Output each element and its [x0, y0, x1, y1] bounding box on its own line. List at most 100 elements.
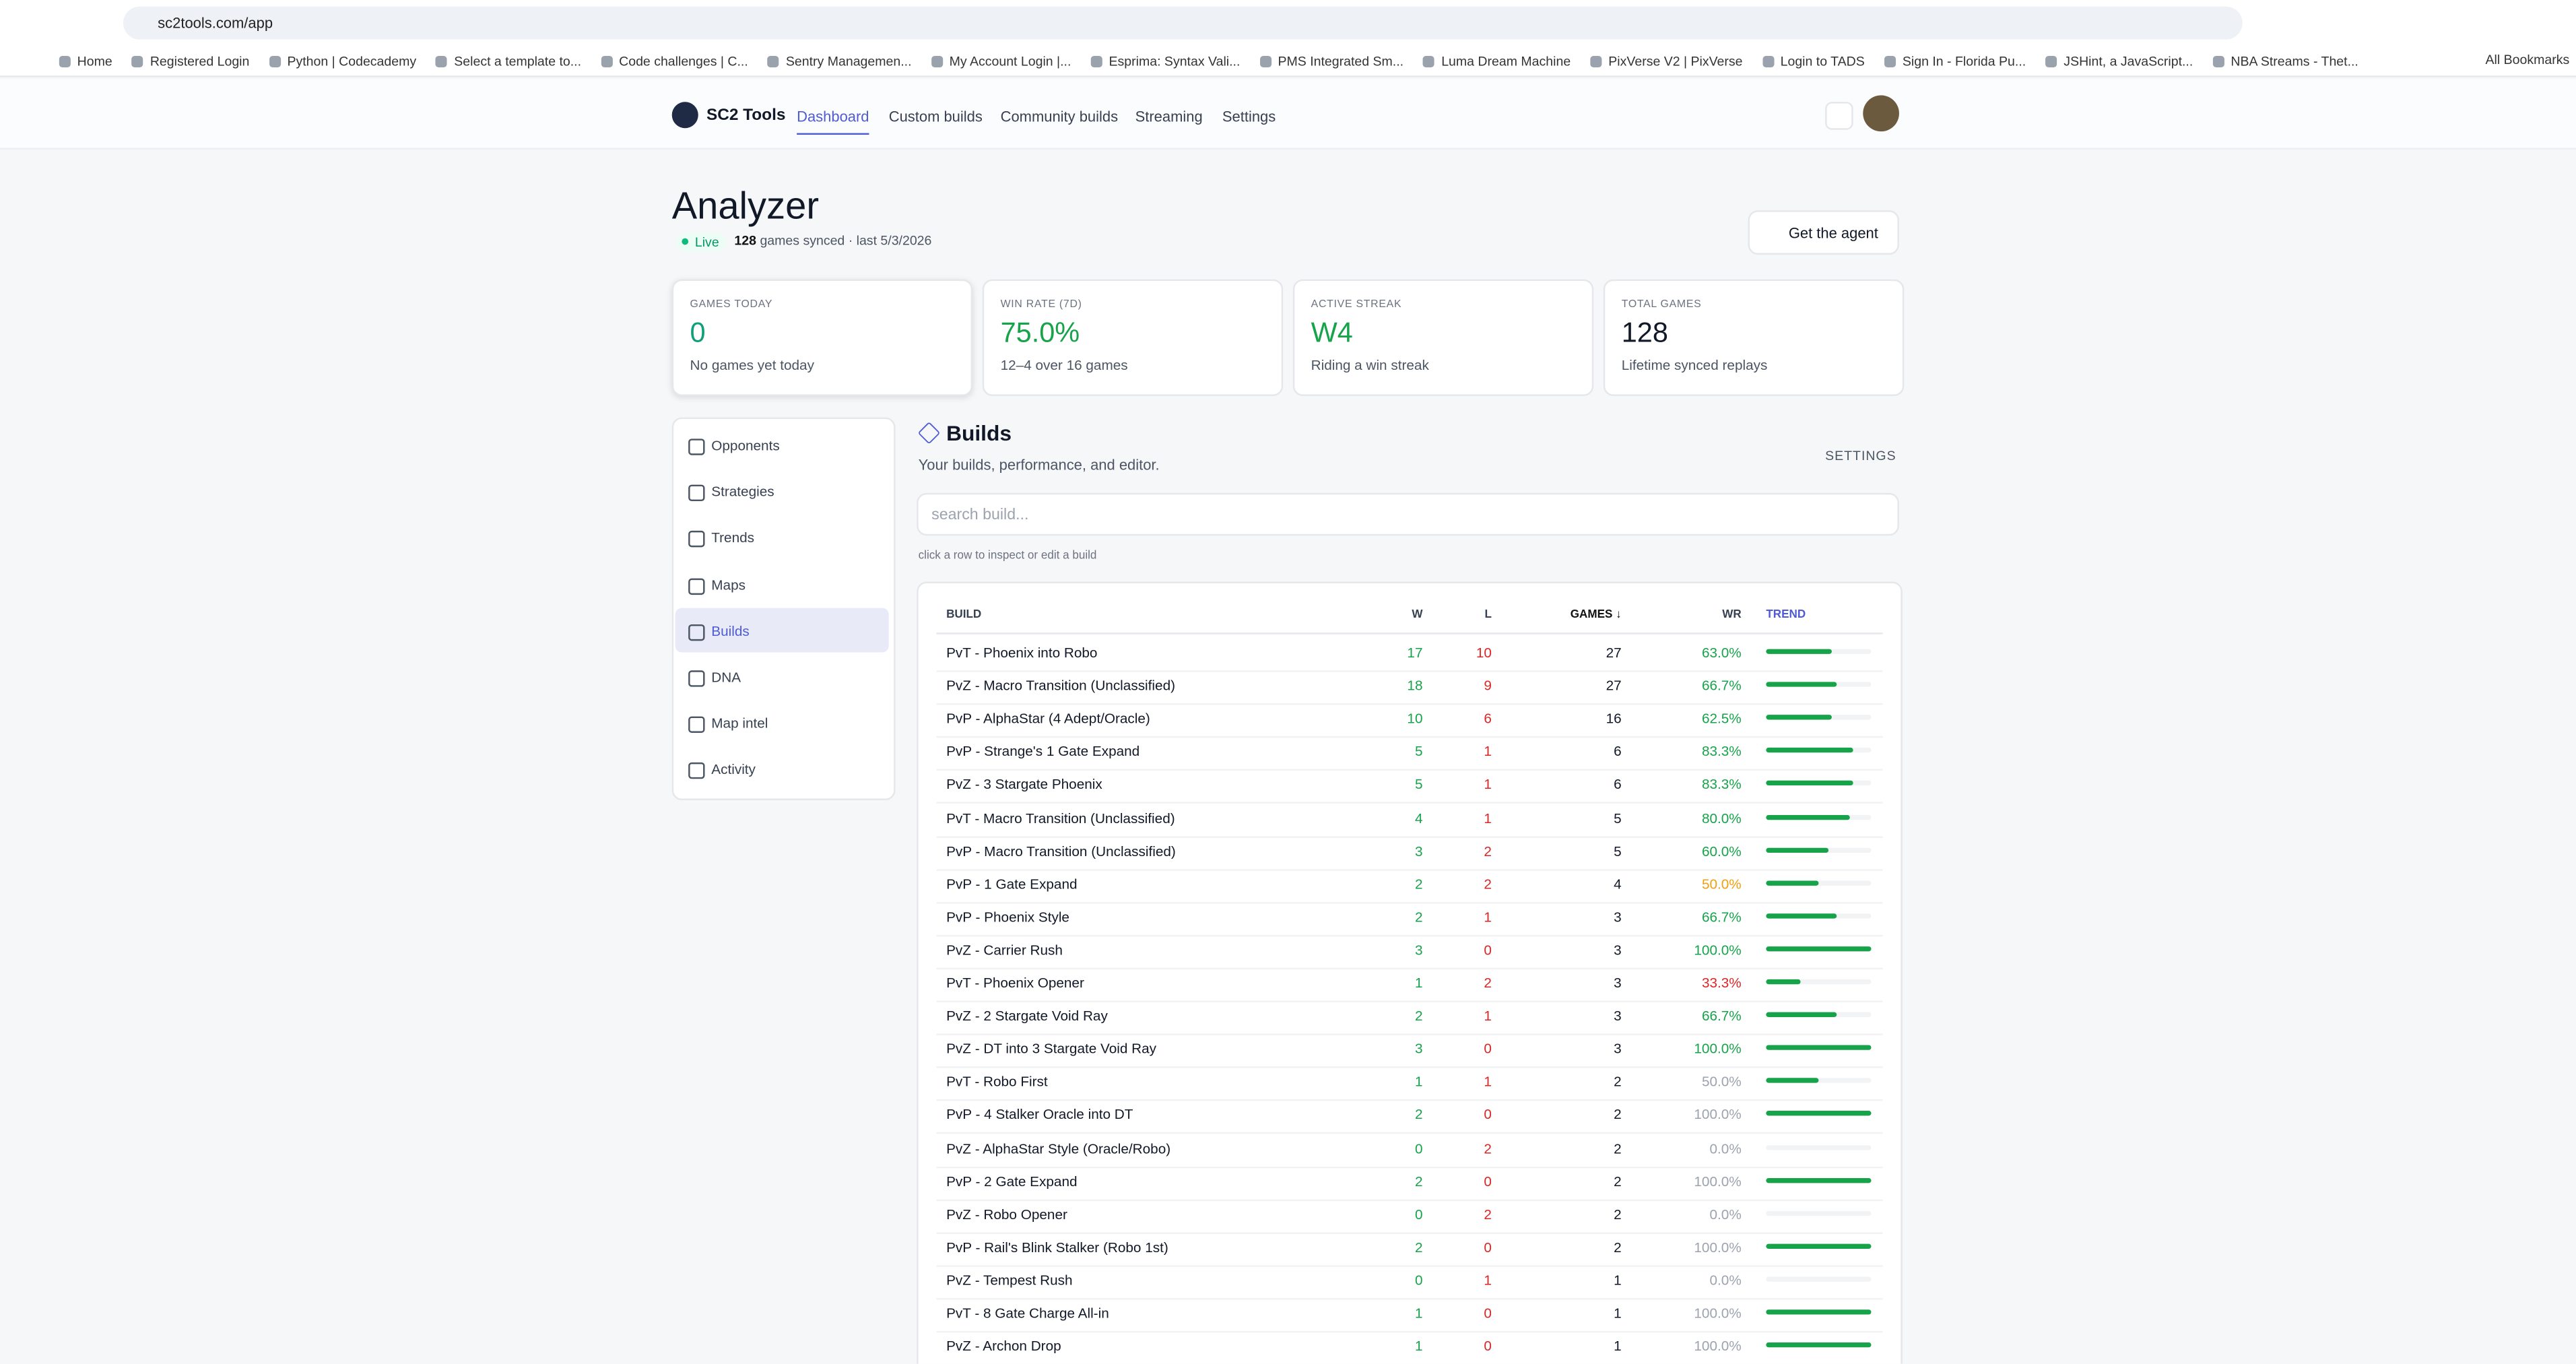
settings-link[interactable]: SETTINGS [1825, 448, 1896, 463]
row[interactable] [936, 803, 1883, 837]
sidebar-item[interactable]: DNA [711, 668, 741, 686]
build-name: PvT - Phoenix Opener [946, 974, 1084, 991]
bookmark[interactable]: PMS Integrated Sm... [1260, 53, 1404, 68]
sidebar-item[interactable]: Maps [711, 576, 746, 593]
row[interactable] [936, 1001, 1883, 1036]
bookmark[interactable]: Select a template to... [436, 53, 581, 68]
nav-tab[interactable]: Settings [1222, 108, 1276, 125]
sidebar-item[interactable]: Activity [711, 761, 756, 778]
row[interactable] [936, 1265, 1883, 1300]
row[interactable] [936, 1166, 1883, 1201]
avatar[interactable] [1863, 95, 1899, 132]
row[interactable] [936, 1133, 1883, 1168]
bookmark[interactable]: Home [59, 53, 112, 68]
bookmark[interactable]: Sign In - Florida Pu... [1884, 53, 2026, 68]
column-header[interactable]: WR [1722, 610, 1742, 622]
bookmark[interactable]: Luma Dream Machine [1423, 53, 1571, 68]
wins: 1 [1414, 974, 1423, 991]
build-name: PvT - 8 Gate Charge All-in [946, 1304, 1109, 1322]
sidebar-item[interactable]: Strategies [711, 483, 774, 500]
win-rate: 66.7% [1701, 1007, 1742, 1024]
stat-sub: Riding a win streak [1311, 356, 1429, 373]
sidebar-icon [688, 717, 705, 734]
stat-card: ACTIVE STREAK W4 Riding a win streak [1292, 279, 1594, 396]
row[interactable] [936, 637, 1883, 672]
row[interactable] [936, 836, 1883, 870]
nav-tab[interactable]: Custom builds [888, 108, 983, 125]
search-input[interactable]: search build... [917, 492, 1899, 536]
nav-tab[interactable]: Community builds [1000, 108, 1119, 125]
bookmark[interactable]: JSHint, a JavaScript... [2045, 53, 2193, 68]
row[interactable] [936, 902, 1883, 936]
bookmark[interactable]: NBA Streams - Thet... [2213, 53, 2358, 68]
row[interactable] [936, 1232, 1883, 1267]
losses: 1 [1484, 809, 1492, 826]
row[interactable] [936, 770, 1883, 804]
win-rate: 100.0% [1694, 1172, 1742, 1190]
games: 5 [1614, 809, 1622, 826]
losses: 0 [1484, 1172, 1492, 1190]
sidebar-item[interactable]: Trends [711, 529, 755, 546]
row[interactable] [936, 968, 1883, 1003]
row[interactable] [936, 1100, 1883, 1135]
win-rate: 0.0% [1709, 1205, 1742, 1223]
build-name: PvZ - AlphaStar Style (Oracle/Robo) [946, 1139, 1171, 1157]
trend-bar [1766, 847, 1830, 853]
column-header[interactable]: GAMES ↓ [1570, 610, 1622, 622]
games: 2 [1614, 1073, 1622, 1091]
wins: 1 [1414, 1073, 1423, 1091]
games: 27 [1606, 677, 1622, 694]
all-bookmarks[interactable]: All Bookmarks [2485, 53, 2570, 68]
games: 3 [1614, 1007, 1622, 1024]
row[interactable] [936, 935, 1883, 969]
bookmark[interactable]: Code challenges | C... [601, 53, 748, 68]
nav-tab[interactable]: Streaming [1135, 108, 1203, 125]
bookmark[interactable]: Python | Codecademy [269, 53, 416, 68]
stat-sub: 12–4 over 16 games [1000, 356, 1128, 373]
build-name: PvP - 4 Stalker Oracle into DT [946, 1106, 1133, 1124]
losses: 2 [1484, 974, 1492, 991]
sidebar-icon [688, 624, 705, 641]
column-header[interactable]: W [1412, 610, 1423, 622]
sync-count: 128 [734, 233, 757, 249]
bookmark[interactable]: Login to TADS [1762, 53, 1865, 68]
row[interactable] [936, 869, 1883, 903]
row[interactable] [936, 671, 1883, 705]
wins: 2 [1414, 1238, 1423, 1256]
losses: 1 [1484, 908, 1492, 925]
row[interactable] [936, 1067, 1883, 1102]
wins: 3 [1414, 1040, 1423, 1057]
trend-bar [1766, 715, 1832, 720]
win-rate: 66.7% [1701, 677, 1742, 694]
row[interactable] [936, 704, 1883, 738]
agent-button[interactable]: Get the agent [1748, 210, 1899, 255]
row[interactable] [936, 1298, 1883, 1333]
sidebar-item[interactable]: Map intel [711, 715, 768, 732]
theme-toggle[interactable] [1825, 102, 1853, 130]
bookmark[interactable]: Sentry Managemen... [768, 53, 912, 68]
losses: 0 [1484, 1337, 1492, 1355]
address-bar[interactable]: sc2tools.com/app [123, 6, 2243, 40]
bookmark[interactable]: My Account Login |... [931, 53, 1071, 68]
games: 4 [1614, 875, 1622, 892]
column-header[interactable]: BUILD [946, 610, 982, 622]
win-rate: 100.0% [1694, 1304, 1742, 1322]
bookmark[interactable]: PixVerse V2 | PixVerse [1590, 53, 1742, 68]
losses: 2 [1484, 1205, 1492, 1223]
build-name: PvP - Macro Transition (Unclassified) [946, 842, 1176, 859]
bookmark[interactable]: Registered Login [132, 53, 250, 68]
bookmark[interactable]: Esprima: Syntax Vali... [1091, 53, 1241, 68]
games: 2 [1614, 1172, 1622, 1190]
row[interactable] [936, 1199, 1883, 1234]
sidebar-item[interactable]: Builds [711, 622, 750, 639]
row[interactable] [936, 737, 1883, 771]
row[interactable] [936, 1034, 1883, 1069]
wins: 0 [1414, 1205, 1423, 1223]
trend-track [1766, 979, 1872, 985]
nav-tab[interactable]: Dashboard [797, 108, 869, 135]
column-header[interactable]: TREND [1766, 610, 1806, 622]
build-name: PvT - Robo First [946, 1073, 1048, 1091]
sidebar-item[interactable]: Opponents [711, 436, 780, 454]
column-header[interactable]: L [1484, 610, 1492, 622]
bookmarks-bar: Home Registered Login Python | Codecademy S… [0, 46, 2576, 77]
